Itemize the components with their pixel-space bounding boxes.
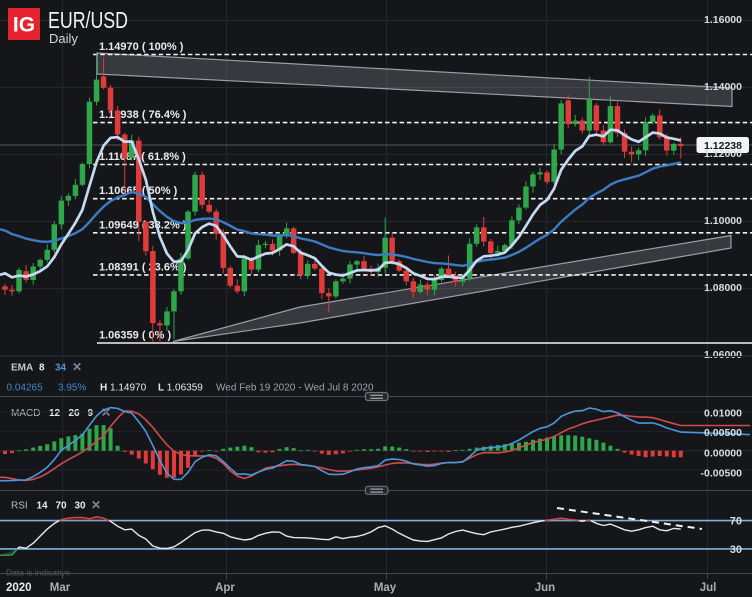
svg-text:2020: 2020 (6, 582, 32, 594)
svg-text:Data is indicative: Data is indicative (6, 568, 71, 578)
svg-text:1.10000: 1.10000 (704, 215, 742, 227)
svg-text:1.09649 ( 38.2% ): 1.09649 ( 38.2% ) (99, 219, 187, 231)
svg-text:0.00000: 0.00000 (704, 448, 742, 460)
svg-text:30: 30 (75, 501, 87, 512)
svg-text:0.01000: 0.01000 (704, 408, 742, 420)
svg-text:✕: ✕ (72, 360, 82, 374)
svg-text:30: 30 (730, 544, 742, 556)
svg-text:1.08391 ( 23.6% ): 1.08391 ( 23.6% ) (99, 261, 187, 273)
svg-text:May: May (374, 582, 397, 594)
svg-text:26: 26 (69, 408, 81, 419)
svg-text:0.04265: 0.04265 (7, 383, 44, 394)
svg-text:1.12000: 1.12000 (704, 148, 742, 160)
svg-text:Mar: Mar (50, 582, 71, 594)
svg-text:Wed Feb 19 2020 - Wed Jul 8 20: Wed Feb 19 2020 - Wed Jul 8 2020 (216, 383, 374, 394)
svg-text:14: 14 (37, 501, 49, 512)
svg-text:1.06000: 1.06000 (704, 349, 742, 361)
svg-text:8: 8 (39, 363, 45, 374)
svg-text:-0.00500: -0.00500 (701, 468, 743, 480)
svg-text:70: 70 (730, 516, 742, 528)
svg-text:1.14970 ( 100% ): 1.14970 ( 100% ) (99, 41, 184, 53)
svg-text:H 1.14970: H 1.14970 (100, 383, 147, 394)
svg-text:Apr: Apr (215, 582, 235, 594)
svg-text:3.95%: 3.95% (58, 383, 86, 394)
svg-text:0.00500: 0.00500 (704, 427, 742, 439)
svg-text:IG: IG (13, 14, 35, 37)
svg-text:1.06359 ( 0% ): 1.06359 ( 0% ) (99, 330, 171, 342)
svg-text:EMA: EMA (11, 363, 33, 374)
svg-text:1.08000: 1.08000 (704, 282, 742, 294)
svg-text:1.12238: 1.12238 (704, 140, 742, 152)
svg-text:MACD: MACD (11, 408, 40, 419)
svg-text:RSI: RSI (11, 501, 28, 512)
svg-text:L 1.06359: L 1.06359 (158, 383, 203, 394)
svg-text:9: 9 (88, 408, 94, 419)
svg-text:EUR/USD: EUR/USD (48, 7, 128, 33)
svg-text:70: 70 (56, 501, 68, 512)
svg-text:34: 34 (55, 363, 67, 374)
svg-text:Jul: Jul (700, 582, 717, 594)
svg-text:1.16000: 1.16000 (704, 14, 742, 26)
svg-text:1.12938 ( 76.4% ): 1.12938 ( 76.4% ) (99, 109, 187, 121)
svg-text:12: 12 (49, 408, 61, 419)
svg-text:Daily: Daily (49, 31, 78, 46)
svg-text:Jun: Jun (535, 582, 555, 594)
svg-text:1.11687 ( 61.8% ): 1.11687 ( 61.8% ) (99, 151, 186, 163)
svg-text:1.14000: 1.14000 (704, 81, 742, 93)
svg-text:✕: ✕ (91, 498, 101, 512)
